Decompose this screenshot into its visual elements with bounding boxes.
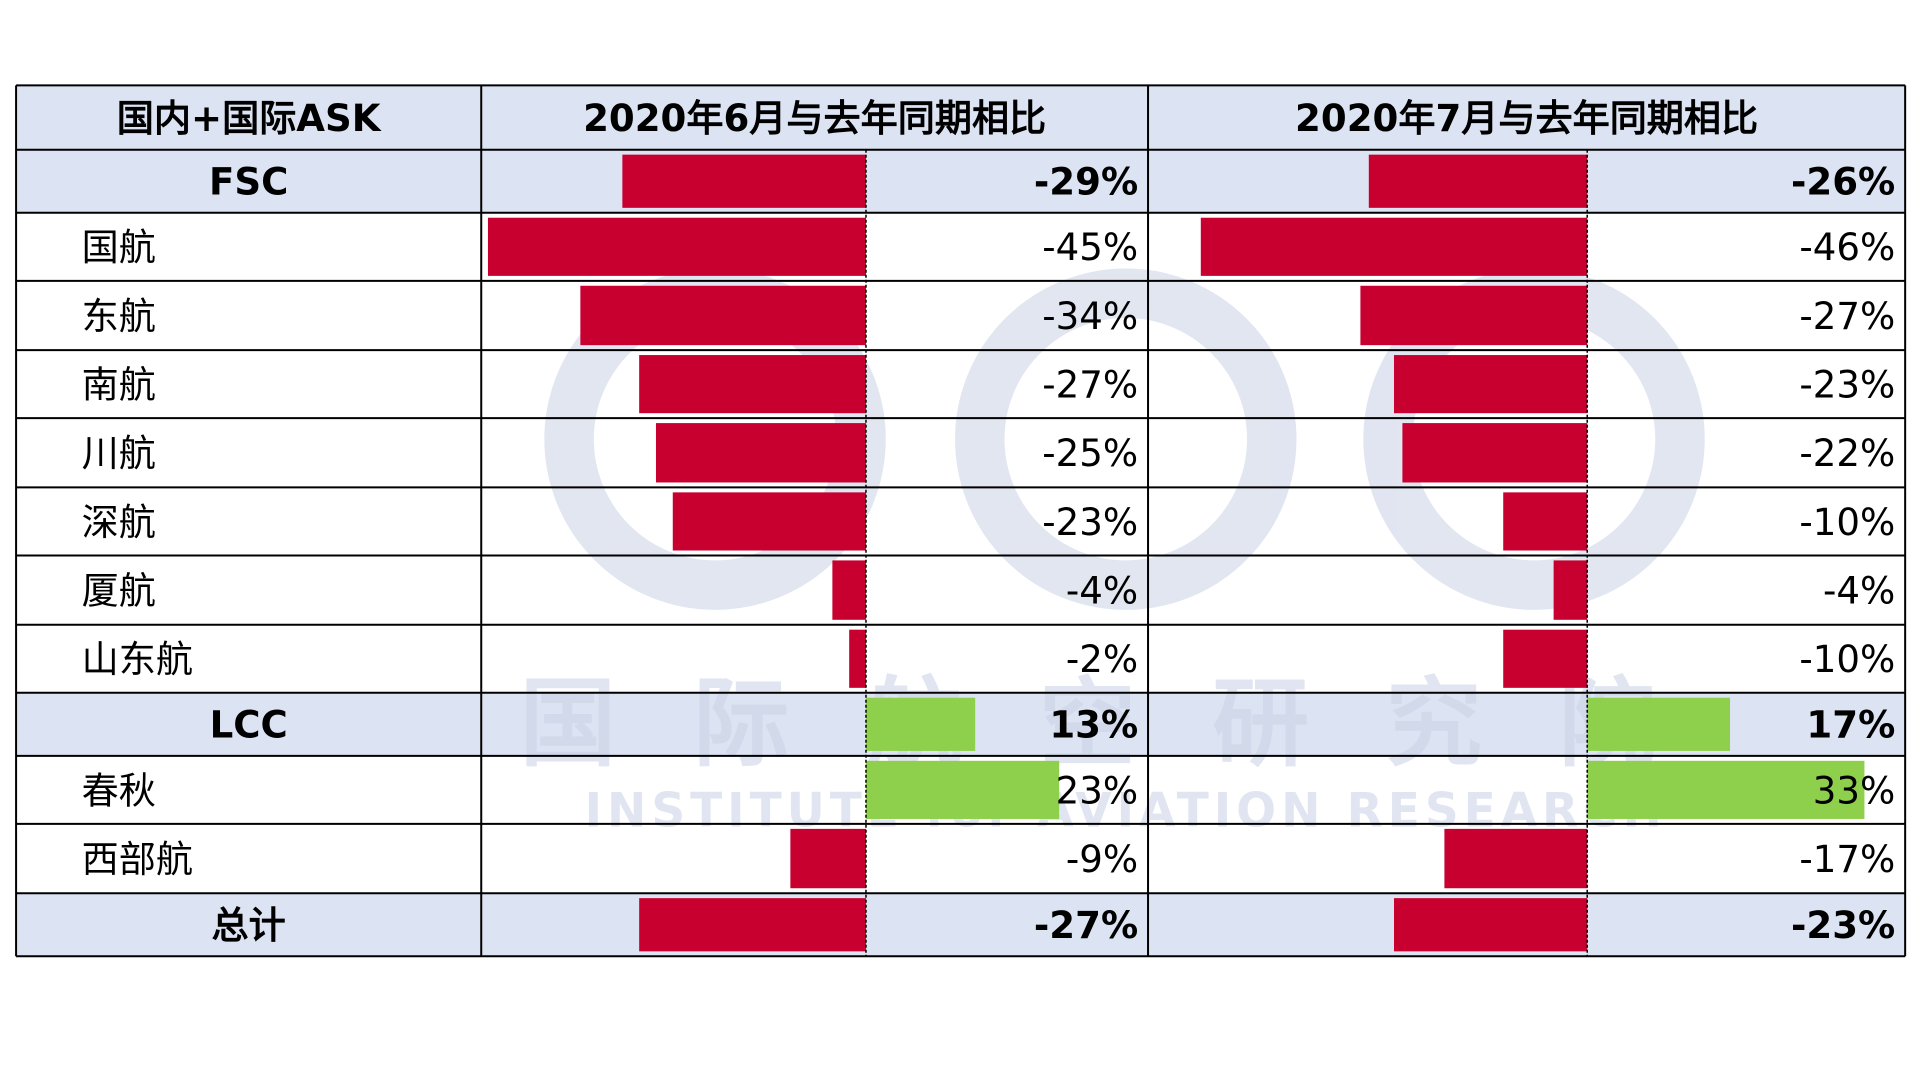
row-label-11: 西部航	[82, 838, 193, 881]
value-label-jun-2: -45%	[1042, 226, 1138, 269]
bar-jun-row-7	[832, 560, 866, 620]
value-label-jul-4: -23%	[1799, 363, 1895, 406]
row-label-4: 南航	[82, 363, 156, 406]
bar-jul-row-5	[1402, 423, 1588, 483]
row-label-5: 川航	[82, 432, 156, 475]
bar-jun-row-4	[639, 355, 866, 414]
row-label-6: 深航	[82, 501, 156, 544]
watermark-cn-text: 国际航空研究院	[520, 667, 1732, 780]
value-label-jun-7: -4%	[1066, 569, 1138, 612]
bar-jul-row-3	[1360, 285, 1588, 346]
value-label-jul-9: 17%	[1806, 704, 1895, 747]
bar-jul-row-2	[1200, 217, 1588, 276]
bar-jul-row-12	[1394, 898, 1588, 952]
header-col2: 2020年6月与去年同期相比	[583, 97, 1046, 140]
value-label-jul-3: -27%	[1799, 295, 1895, 338]
value-label-jun-3: -34%	[1042, 295, 1138, 338]
value-label-jun-12: -27%	[1034, 904, 1138, 947]
value-label-jun-6: -23%	[1042, 501, 1138, 544]
value-label-jul-10: 33%	[1813, 769, 1895, 812]
bar-jul-row-4	[1394, 355, 1588, 414]
row-label-8: 山东航	[82, 638, 193, 681]
bar-jul-row-7	[1553, 560, 1588, 620]
value-label-jun-1: -29%	[1034, 161, 1138, 204]
row-label-1: FSC	[209, 161, 288, 204]
bar-jun-row-2	[487, 217, 866, 276]
row-label-3: 东航	[82, 295, 156, 338]
bar-jun-row-12	[639, 898, 866, 952]
value-label-jul-1: -26%	[1791, 161, 1895, 204]
value-label-jul-6: -10%	[1799, 501, 1895, 544]
row-label-7: 厦航	[82, 569, 156, 612]
bar-jul-row-9	[1587, 697, 1731, 751]
watermark-ring-center	[955, 268, 1297, 610]
bar-jun-row-10	[865, 760, 1060, 819]
bar-jul-row-11	[1444, 828, 1588, 889]
bar-jun-row-3	[580, 285, 866, 346]
value-label-jul-8: -10%	[1799, 638, 1895, 681]
group-row-fill	[16, 149, 1906, 213]
bar-jun-row-5	[655, 423, 866, 483]
header-row-fill	[16, 85, 1906, 150]
row-label-10: 春秋	[82, 769, 156, 812]
group-row-fill	[16, 893, 1906, 957]
value-label-jul-12: -23%	[1791, 904, 1895, 947]
header-col1: 国内+国际ASK	[117, 97, 382, 140]
value-label-jul-7: -4%	[1823, 569, 1895, 612]
bar-jul-row-6	[1503, 492, 1588, 551]
bar-jun-row-11	[790, 828, 866, 889]
row-label-12: 总计	[212, 904, 286, 947]
bar-jul-row-8	[1503, 629, 1588, 688]
bar-jul-row-10	[1587, 760, 1865, 819]
bar-jun-row-6	[672, 492, 866, 551]
value-label-jun-5: -25%	[1042, 432, 1138, 475]
value-label-jul-11: -17%	[1799, 838, 1895, 881]
value-label-jun-9: 13%	[1049, 704, 1138, 747]
value-label-jun-11: -9%	[1066, 838, 1138, 881]
bar-jun-row-9	[865, 697, 976, 751]
value-label-jul-5: -22%	[1799, 432, 1895, 475]
row-label-2: 国航	[82, 226, 156, 269]
bar-jun-row-8	[849, 629, 866, 688]
bar-jul-row-1	[1368, 154, 1588, 208]
value-label-jul-2: -46%	[1799, 226, 1895, 269]
value-label-jun-10: 23%	[1056, 769, 1138, 812]
row-label-9: LCC	[210, 704, 288, 747]
header-col3: 2020年7月与去年同期相比	[1295, 97, 1758, 140]
value-label-jun-8: -2%	[1066, 638, 1138, 681]
bar-jun-row-1	[622, 154, 866, 208]
value-label-jun-4: -27%	[1042, 363, 1138, 406]
